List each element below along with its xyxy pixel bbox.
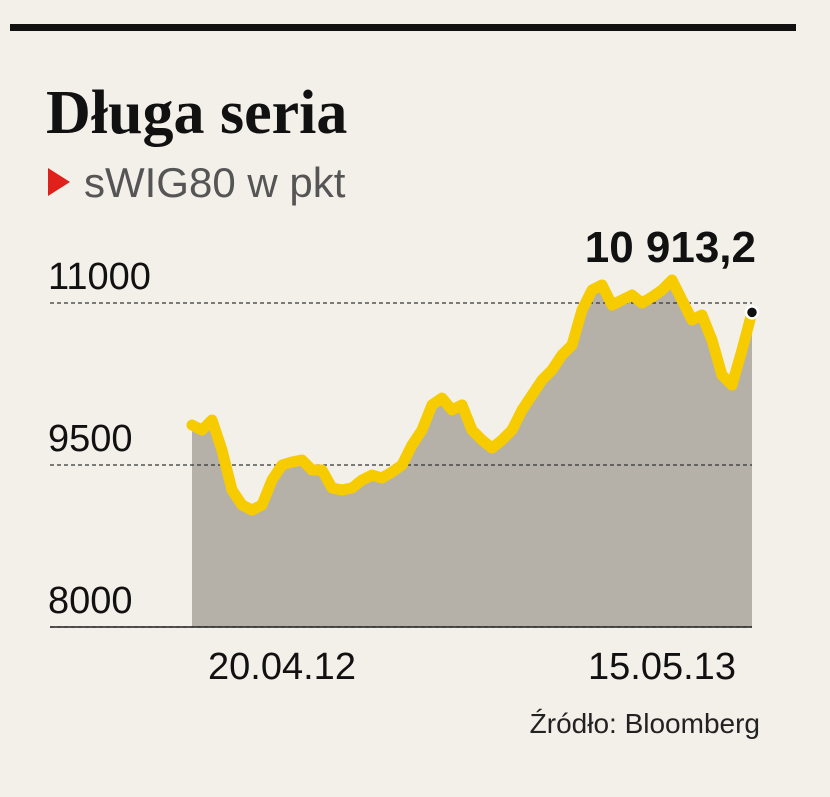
top-rule: [10, 24, 796, 31]
y-tick-label: 8000: [48, 580, 133, 622]
y-tick-label: 11000: [48, 256, 151, 298]
area: [192, 279, 752, 627]
chart-title: Długa seria: [46, 79, 347, 147]
chart-subtitle: sWIG80 w pkt: [84, 159, 346, 206]
x-tick-label: 20.04.12: [208, 646, 356, 688]
subtitle-marker: [48, 168, 70, 196]
source: Źródło: Bloomberg: [530, 708, 760, 739]
line: [186, 274, 758, 516]
y-tick-label: 9500: [48, 418, 133, 460]
x-tick-label: 15.05.13: [588, 646, 736, 688]
value-label: 10 913,2: [585, 223, 756, 272]
end-point: [744, 305, 760, 320]
